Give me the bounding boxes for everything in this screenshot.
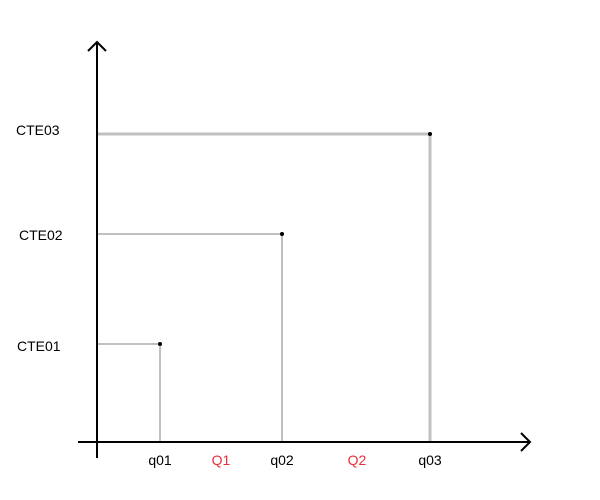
x-axis-arrowhead <box>520 432 532 452</box>
y-label-cte01: CTE01 <box>17 338 61 354</box>
guides <box>97 132 432 442</box>
x-label-q03: q03 <box>418 452 442 468</box>
interval-label-q1: Q1 <box>212 452 231 468</box>
x-labels: q01 q02 q03 <box>148 452 442 468</box>
point-1 <box>158 342 162 346</box>
y-labels: CTE01 CTE02 CTE03 <box>16 122 63 354</box>
x-label-q01: q01 <box>148 452 172 468</box>
y-axis-arrowhead <box>87 40 107 52</box>
y-label-cte02: CTE02 <box>19 227 63 243</box>
axes <box>78 40 532 458</box>
interval-label-q2: Q2 <box>348 452 367 468</box>
points <box>158 132 432 346</box>
y-label-cte03: CTE03 <box>16 122 60 138</box>
x-label-q02: q02 <box>270 452 294 468</box>
point-3 <box>428 132 432 136</box>
interval-labels: Q1 Q2 <box>212 452 367 468</box>
point-2 <box>280 232 284 236</box>
